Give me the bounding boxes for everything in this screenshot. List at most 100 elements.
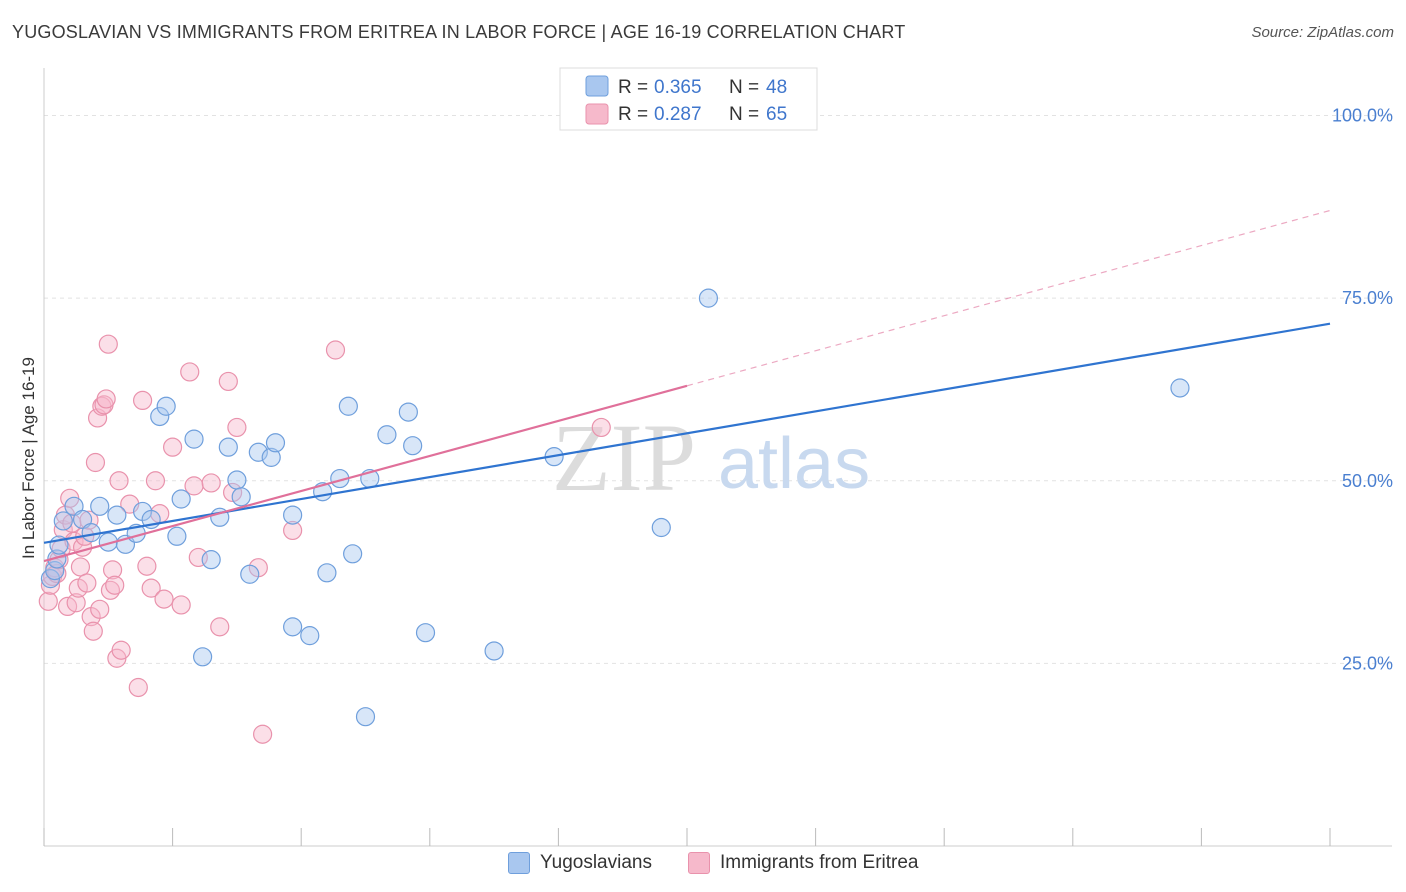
eritrea-point (283, 520, 303, 541)
eritrea-point (38, 591, 58, 611)
yugoslavian-point (45, 561, 65, 581)
series-eritrea-points (38, 334, 611, 744)
legend-r-label-1: R = (618, 77, 648, 98)
y-tick-label: 25.0% (1342, 653, 1393, 673)
legend-label-yugoslavians: Yugoslavians (540, 852, 652, 873)
watermark-atlas: atlas (718, 424, 870, 504)
y-tick-label: 75.0% (1342, 288, 1393, 308)
yugoslavian-point (651, 517, 671, 538)
legend-r-value-1: 0.365 (654, 77, 702, 98)
yugoslavian-point (81, 523, 101, 543)
legend-swatch-blue (508, 852, 530, 874)
eritrea-point (79, 510, 99, 530)
yugoslavian-point (248, 442, 268, 462)
yugoslavian-point (261, 447, 281, 467)
y-tick-label: 50.0% (1342, 471, 1393, 491)
eritrea-point (145, 471, 166, 491)
eritrea-point (105, 575, 125, 595)
watermark: ZIP atlas (552, 404, 870, 511)
eritrea-point (137, 556, 157, 576)
yugoslavian-point (338, 396, 358, 416)
y-tick-label: 100.0% (1332, 106, 1393, 126)
yugoslavian-point (240, 564, 260, 584)
eritrea-point (77, 573, 97, 593)
yugoslavian-point (218, 437, 238, 457)
yugoslavian-point (150, 406, 170, 427)
eritrea-point (83, 621, 103, 641)
eritrea-point (591, 417, 611, 438)
legend-r-label-2: R = (618, 104, 648, 125)
yugoslavian-point (377, 425, 397, 445)
legend-swatch-yugoslavians (585, 75, 609, 97)
yugoslavian-point (90, 496, 110, 516)
source-label: Source: ZipAtlas.com (1251, 24, 1394, 41)
watermark-zip: ZIP (552, 404, 696, 511)
scatter-chart: ZIP atlas 25.0%50.0%75.0%100.0%0.0%30.0%… (19, 67, 1393, 847)
legend-item-eritrea: Immigrants from Eritrea (688, 852, 918, 874)
trend-lines (43, 209, 1331, 563)
eritrea-point (218, 371, 238, 392)
tick-labels: 25.0%50.0%75.0%100.0%0.0%30.0% (1332, 106, 1393, 674)
legend-item-yugoslavians: Yugoslavians (508, 852, 652, 874)
eritrea-point (132, 390, 153, 411)
chart-title: YUGOSLAVIAN VS IMMIGRANTS FROM ERITREA I… (12, 22, 906, 42)
eritrea-point (227, 417, 247, 438)
eritrea-point (163, 437, 183, 457)
yugoslavian-point (171, 489, 191, 509)
yugoslavian-point (193, 647, 213, 667)
yugoslavian-point (201, 550, 221, 570)
yugoslavian-point (283, 505, 303, 525)
yugoslavian-point (265, 433, 286, 453)
legend-n-label-2: N = (729, 104, 759, 125)
eritrea-point (47, 563, 67, 584)
legend-swatch-pink (688, 852, 710, 874)
eritrea-point (85, 452, 106, 473)
yugoslavian-point (317, 563, 337, 583)
eritrea-point (102, 560, 123, 580)
yugoslavian-point (415, 623, 436, 643)
eritrea-point (109, 471, 129, 491)
legend-label-eritrea: Immigrants from Eritrea (720, 852, 919, 873)
yugoslavian-point (355, 707, 376, 727)
yugoslavian-point (403, 436, 423, 456)
legend-n-value-1: 48 (766, 77, 787, 98)
stats-legend: R = 0.365 N = 48 R = 0.287 N = 65 (559, 67, 818, 131)
yugoslavian-point (1170, 378, 1190, 398)
eritrea-point (171, 595, 191, 615)
legend-swatch-eritrea (585, 103, 609, 125)
eritrea-point (66, 593, 86, 613)
eritrea-point (223, 482, 243, 503)
eritrea-point (96, 389, 116, 409)
eritrea-point (128, 677, 148, 698)
bottom-legend: Yugoslavians Immigrants from Eritrea (0, 852, 1406, 878)
trend-line-eritrea-extension (686, 209, 1331, 387)
eritrea-point (180, 362, 200, 382)
trend-line-yugoslavians (43, 322, 1331, 544)
eritrea-point (98, 334, 118, 354)
yugoslavian-point (107, 505, 127, 525)
eritrea-point (90, 599, 110, 619)
yugoslavian-point (227, 470, 247, 490)
eritrea-point (325, 340, 346, 360)
legend-r-value-2: 0.287 (654, 104, 702, 125)
axes (43, 68, 1392, 847)
eritrea-point (154, 589, 174, 609)
yugoslavian-point (300, 626, 320, 646)
y-axis-label: In Labor Force | Age 16-19 (19, 357, 38, 559)
legend-n-label-1: N = (729, 77, 759, 98)
yugoslavian-point (184, 429, 204, 449)
yugoslavian-point (53, 511, 73, 531)
yugoslavian-point (231, 487, 251, 507)
yugoslavian-point (398, 402, 418, 422)
eritrea-point (111, 640, 131, 660)
yugoslavian-point (343, 544, 363, 564)
yugoslavian-point (167, 526, 187, 546)
eritrea-point (210, 617, 230, 637)
yugoslavian-point (283, 617, 303, 637)
eritrea-point (201, 473, 221, 493)
yugoslavian-point (698, 288, 719, 308)
eritrea-point (70, 557, 91, 577)
yugoslavian-point (156, 396, 176, 416)
yugoslavian-point (484, 641, 504, 661)
eritrea-point (253, 724, 273, 744)
